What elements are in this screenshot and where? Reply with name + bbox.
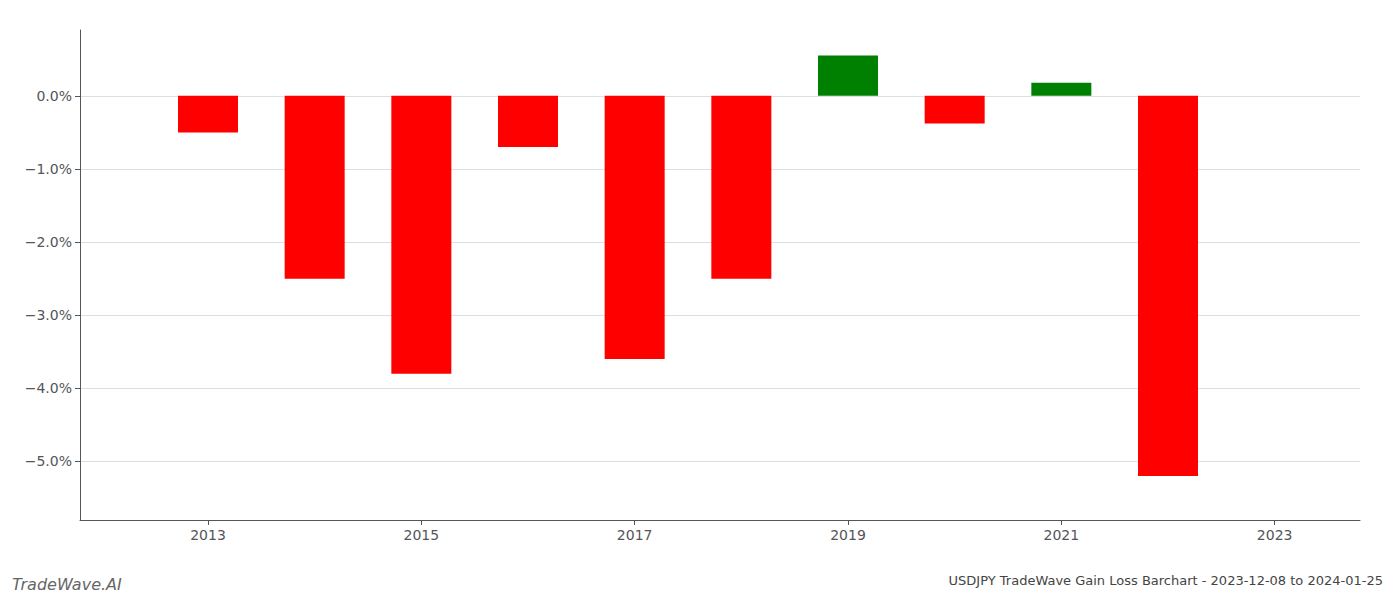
svg-text:2017: 2017	[617, 527, 653, 543]
svg-text:2019: 2019	[830, 527, 866, 543]
svg-text:−3.0%: −3.0%	[25, 307, 72, 323]
svg-text:−1.0%: −1.0%	[25, 161, 72, 177]
svg-text:2023: 2023	[1257, 527, 1293, 543]
svg-text:−4.0%: −4.0%	[25, 380, 72, 396]
svg-text:−5.0%: −5.0%	[25, 453, 72, 469]
svg-text:2015: 2015	[404, 527, 440, 543]
svg-text:0.0%: 0.0%	[36, 88, 72, 104]
svg-text:2013: 2013	[190, 527, 226, 543]
svg-text:2021: 2021	[1044, 527, 1080, 543]
svg-text:TradeWave.AI: TradeWave.AI	[12, 575, 122, 594]
svg-text:USDJPY TradeWave Gain Loss Bar: USDJPY TradeWave Gain Loss Barchart - 20…	[949, 573, 1383, 588]
svg-text:−2.0%: −2.0%	[25, 234, 72, 250]
